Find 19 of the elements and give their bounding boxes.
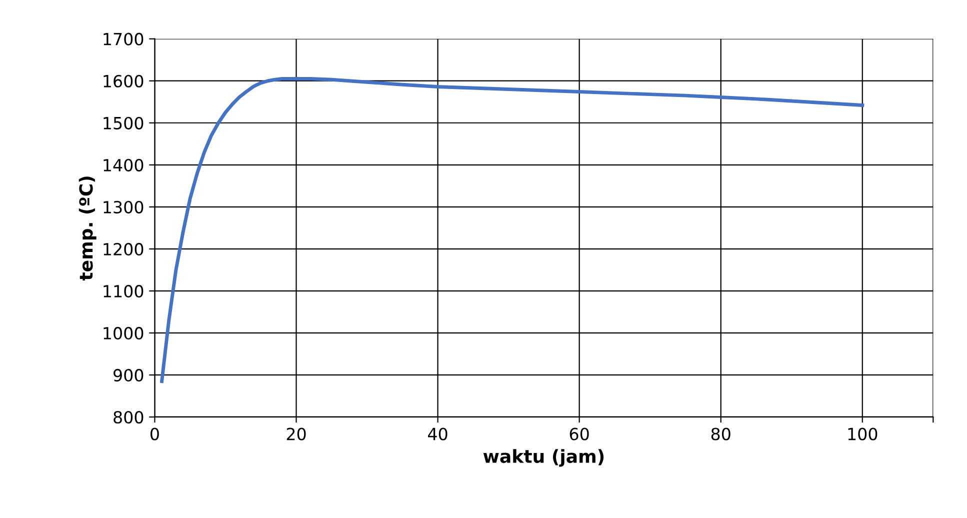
x-tick-label: 80 [711,428,730,440]
y-tick-label: 1000 [104,326,144,340]
y-tick-label: 1600 [104,74,144,88]
y-axis-title: temp. (ºC) [78,176,96,281]
x-tick-label: 100 [848,428,878,440]
y-tick-label: 800 [114,410,144,424]
x-tick-label: 60 [570,428,589,440]
y-tick-label: 900 [114,368,144,382]
x-tick-label: 20 [286,428,306,440]
x-tick-label: 0 [150,428,159,440]
x-tick-label: 40 [428,428,448,440]
x-axis-title: waktu (jam) [483,449,604,467]
y-tick-label: 1400 [104,158,144,172]
line-series [160,77,864,384]
y-tick-label: 1200 [104,242,144,256]
y-tick-label: 1500 [104,116,144,130]
y-tick-label: 1700 [104,32,144,46]
y-tick-label: 1300 [104,200,144,214]
y-tick-label: 1100 [104,284,144,298]
